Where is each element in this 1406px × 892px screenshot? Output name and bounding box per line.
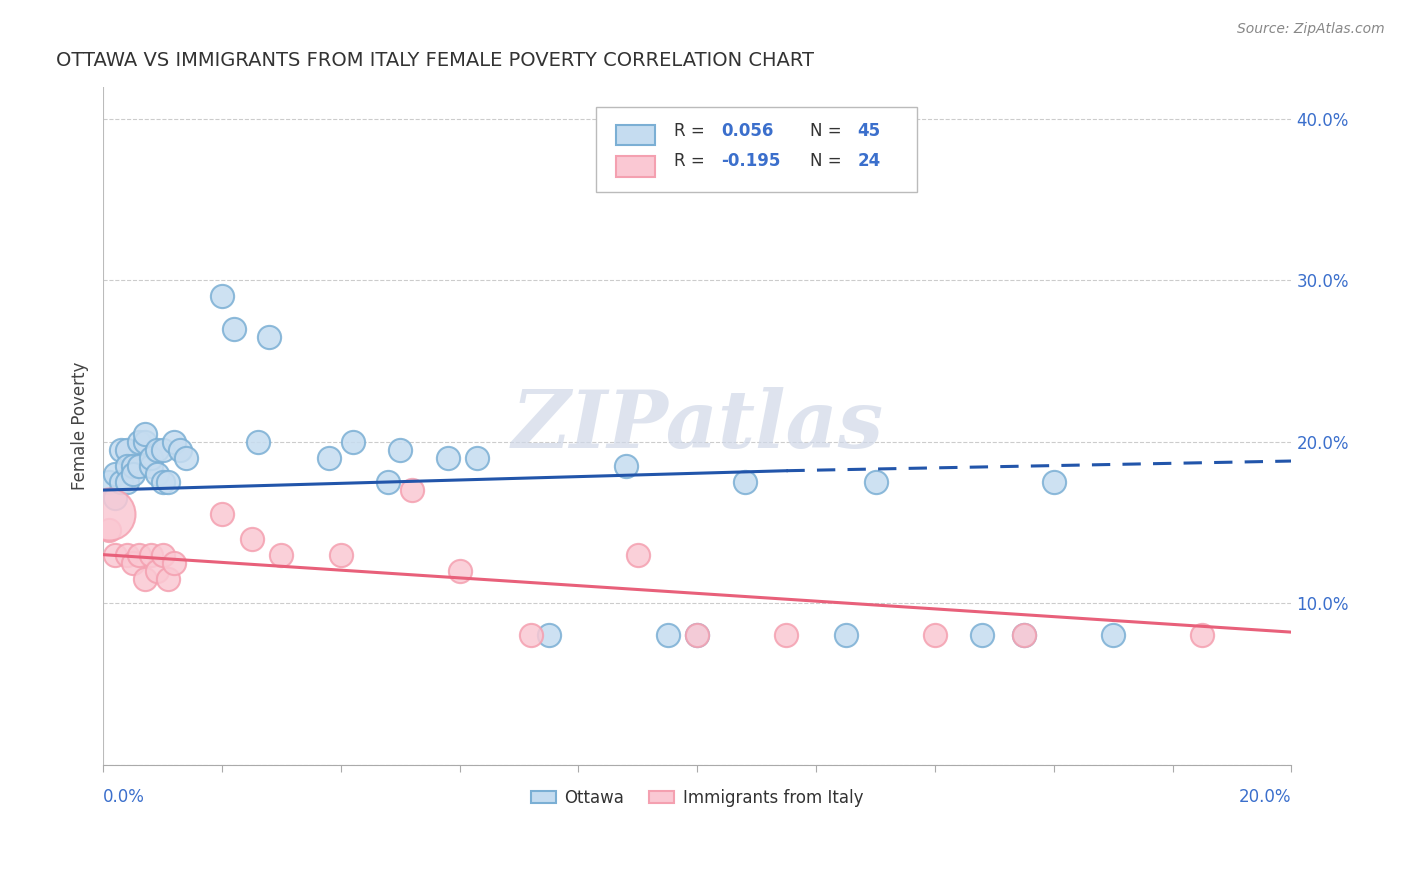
Point [139,450,162,465]
Text: ZIPatlas: ZIPatlas [512,387,883,464]
Point [128,548,150,562]
Point [342,434,364,449]
Point [139,458,162,473]
Point [614,458,637,473]
FancyBboxPatch shape [596,107,917,192]
Point [1012,628,1035,642]
Text: R =: R = [673,121,710,139]
Point [1042,475,1064,489]
Point [734,475,756,489]
Point [121,467,143,481]
Point [1012,628,1035,642]
Point [222,321,245,335]
Point [686,628,709,642]
Point [1102,628,1125,642]
Point [449,564,471,578]
FancyBboxPatch shape [616,156,655,177]
Point [835,628,858,642]
Point [865,475,887,489]
Point [246,434,269,449]
Point [152,442,174,457]
Point [134,426,156,441]
Text: R =: R = [673,153,710,170]
Point [104,491,127,505]
Point [104,467,127,481]
Point [139,548,162,562]
Point [520,628,543,642]
Point [240,532,263,546]
Point [157,475,180,489]
Point [110,442,132,457]
Point [436,450,458,465]
Point [537,628,560,642]
Point [134,434,156,449]
Point [163,434,186,449]
Point [329,548,352,562]
Text: N =: N = [810,153,846,170]
FancyBboxPatch shape [616,125,655,145]
Y-axis label: Female Poverty: Female Poverty [72,361,89,490]
Text: 0.056: 0.056 [721,121,773,139]
Point [686,628,709,642]
Text: 20.0%: 20.0% [1239,788,1292,805]
Point [121,458,143,473]
Point [163,556,186,570]
Point [211,289,233,303]
Point [145,442,167,457]
Text: N =: N = [810,121,846,139]
Point [115,458,138,473]
Point [211,508,233,522]
Point [152,548,174,562]
Point [157,572,180,586]
Point [121,556,143,570]
Point [377,475,399,489]
Point [98,508,121,522]
Point [115,442,138,457]
Point [627,548,650,562]
Point [145,467,167,481]
Point [176,450,198,465]
Point [104,548,127,562]
Point [972,628,994,642]
Point [389,442,412,457]
Point [152,475,174,489]
Point [128,434,150,449]
Text: 24: 24 [858,153,882,170]
Point [401,483,423,497]
Point [145,564,167,578]
Point [1191,628,1213,642]
Point [270,548,292,562]
Point [115,548,138,562]
Point [169,442,191,457]
Text: 45: 45 [858,121,880,139]
Point [657,628,679,642]
Text: OTTAWA VS IMMIGRANTS FROM ITALY FEMALE POVERTY CORRELATION CHART: OTTAWA VS IMMIGRANTS FROM ITALY FEMALE P… [56,51,814,70]
Point [259,329,281,343]
Legend: Ottawa, Immigrants from Italy: Ottawa, Immigrants from Italy [524,782,870,814]
Point [924,628,946,642]
Point [128,458,150,473]
Text: Source: ZipAtlas.com: Source: ZipAtlas.com [1237,22,1385,37]
Point [318,450,340,465]
Point [134,572,156,586]
Point [98,475,121,489]
Point [115,475,138,489]
Text: -0.195: -0.195 [721,153,780,170]
Point [98,524,121,538]
Point [110,475,132,489]
Point [775,628,797,642]
Point [467,450,489,465]
Text: 0.0%: 0.0% [103,788,145,805]
